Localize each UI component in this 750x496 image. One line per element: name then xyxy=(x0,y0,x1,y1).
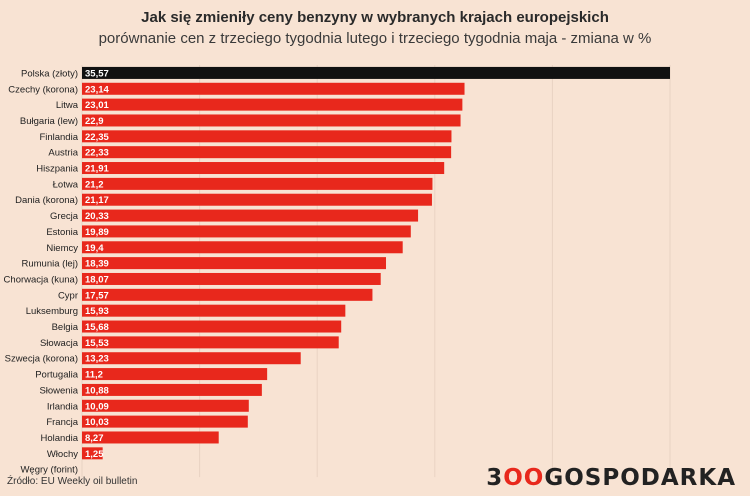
category-label: Niemcy xyxy=(46,243,78,254)
bar xyxy=(82,352,301,365)
category-label: Polska (złoty) xyxy=(21,68,78,79)
source-note: Źródło: EU Weekly oil bulletin xyxy=(7,476,138,487)
value-label: 18,07 xyxy=(85,274,109,285)
category-label: Portugalia xyxy=(35,370,78,381)
chart-subtitle: porównanie cen z trzeciego tygodnia lute… xyxy=(98,30,652,47)
brand-logo: 3OOGOSPODARKA xyxy=(486,465,736,491)
bar xyxy=(82,304,346,317)
value-label: 8,27 xyxy=(85,433,104,444)
logo-part2: OO xyxy=(503,465,545,491)
value-label: 22,9 xyxy=(85,116,104,127)
value-label: 17,57 xyxy=(85,290,109,301)
value-label: 23,14 xyxy=(85,84,109,95)
value-label: 10,03 xyxy=(85,417,109,428)
bar xyxy=(82,241,403,254)
value-label: 15,93 xyxy=(85,306,109,317)
bar xyxy=(82,447,103,460)
bar xyxy=(82,66,670,79)
category-label: Słowacja xyxy=(40,338,79,349)
value-label: 10,88 xyxy=(85,385,109,396)
logo-part3: GOSPODARKA xyxy=(544,465,736,491)
bar xyxy=(82,114,461,127)
bar xyxy=(82,82,465,95)
bar xyxy=(82,431,219,444)
category-label: Hiszpania xyxy=(36,164,78,175)
bar xyxy=(82,98,463,111)
category-label: Belgia xyxy=(52,322,79,333)
bar xyxy=(82,193,432,206)
value-label: 18,39 xyxy=(85,259,109,270)
value-label: 10,09 xyxy=(85,401,109,412)
bar xyxy=(82,209,419,222)
category-label: Cypr xyxy=(58,290,78,301)
category-label: Grecja xyxy=(50,211,79,222)
bar xyxy=(82,162,445,175)
value-label: 13,23 xyxy=(85,354,109,365)
category-label: Czechy (korona) xyxy=(8,84,78,95)
category-label: Finlandia xyxy=(39,132,78,143)
category-label: Szwecja (korona) xyxy=(5,354,78,365)
bar xyxy=(82,336,339,349)
value-label: 19,89 xyxy=(85,227,109,238)
bar xyxy=(82,225,411,238)
value-label: 11,2 xyxy=(85,370,103,381)
category-label: Holandia xyxy=(41,433,79,444)
category-label: Włochy xyxy=(47,449,78,460)
bar xyxy=(82,399,249,412)
category-label: Łotwa xyxy=(53,179,79,190)
value-label: 15,53 xyxy=(85,338,109,349)
bar xyxy=(82,368,268,381)
bar xyxy=(82,130,452,143)
category-label: Irlandia xyxy=(47,401,79,412)
value-label: 20,33 xyxy=(85,211,109,222)
category-label: Francja xyxy=(46,417,78,428)
category-label: Austria xyxy=(48,148,78,159)
bar xyxy=(82,288,373,301)
value-label: 1,25 xyxy=(85,449,104,460)
bar xyxy=(82,320,342,333)
bar xyxy=(82,415,248,428)
category-label: Luksemburg xyxy=(26,306,78,317)
bar xyxy=(82,272,381,285)
logo-part1: 3 xyxy=(486,465,504,491)
value-label: 23,01 xyxy=(85,100,109,111)
bar xyxy=(82,146,452,159)
value-label: 15,68 xyxy=(85,322,109,333)
value-label: 21,2 xyxy=(85,179,104,190)
category-label: Słowenia xyxy=(39,385,78,396)
value-label: 19,4 xyxy=(85,243,104,254)
value-label: 21,91 xyxy=(85,164,109,175)
category-label: Węgry (forint) xyxy=(20,465,78,476)
value-label: 35,57 xyxy=(85,68,109,79)
value-label: 22,35 xyxy=(85,132,109,143)
category-label: Litwa xyxy=(56,100,79,111)
category-label: Chorwacja (kuna) xyxy=(4,274,78,285)
bar xyxy=(82,383,262,396)
chart-title: Jak się zmieniły ceny benzyny w wybranyc… xyxy=(141,9,609,26)
bar xyxy=(82,177,433,190)
category-label: Dania (korona) xyxy=(15,195,78,206)
category-label: Bułgaria (lew) xyxy=(20,116,78,127)
category-label: Rumunia (lej) xyxy=(22,259,79,270)
value-label: 21,17 xyxy=(85,195,109,206)
value-label: 22,33 xyxy=(85,148,109,159)
category-label: Estonia xyxy=(46,227,78,238)
bar xyxy=(82,257,387,270)
